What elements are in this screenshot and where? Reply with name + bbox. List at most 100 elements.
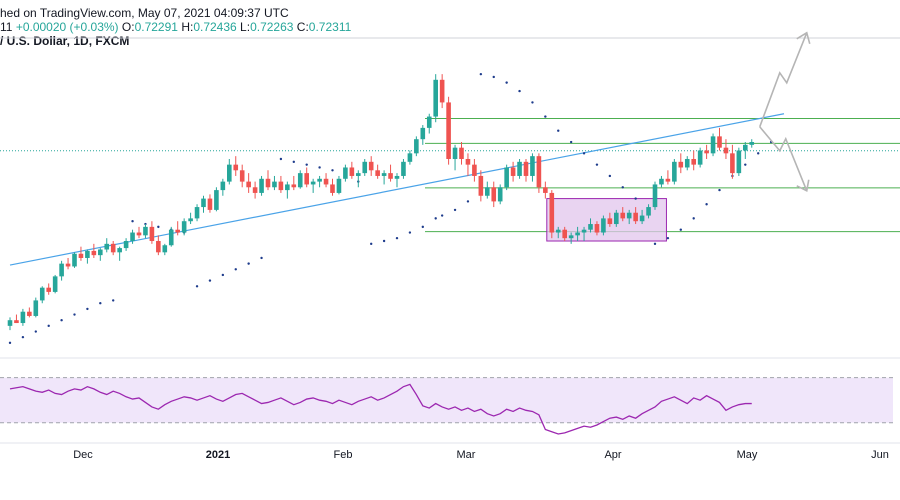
candle-body xyxy=(684,158,690,168)
candle-body xyxy=(620,212,626,219)
candle-body xyxy=(672,161,677,182)
candle-body xyxy=(633,212,638,222)
psar-dot xyxy=(434,217,437,220)
trendline[interactable] xyxy=(9,113,785,266)
candle-body xyxy=(130,232,135,242)
candle-body xyxy=(7,320,13,326)
candle-body xyxy=(117,248,122,253)
candle-body xyxy=(697,150,703,165)
rsi-band xyxy=(0,377,893,423)
change-prefix: 11 xyxy=(0,20,13,34)
change-value: +0.00020 (+0.03%) xyxy=(15,20,119,34)
psar-dot xyxy=(453,208,457,212)
candle-body xyxy=(543,187,548,193)
candle-body xyxy=(465,158,471,165)
candle-body xyxy=(439,79,445,103)
psar-dot xyxy=(60,319,63,322)
candle-body xyxy=(407,153,413,162)
psar-dot xyxy=(569,140,573,144)
candle-body xyxy=(46,287,51,292)
psar-dot xyxy=(331,169,334,172)
candle-body xyxy=(78,253,84,258)
x-axis-label: Dec xyxy=(73,449,93,461)
candle-body xyxy=(659,178,664,185)
candle-body xyxy=(110,243,116,253)
candle-body xyxy=(123,241,129,249)
candle-body xyxy=(265,178,271,188)
candle-body xyxy=(136,232,142,236)
candle-body xyxy=(291,184,297,188)
candle-body xyxy=(181,221,187,233)
psar-dot xyxy=(653,242,657,246)
psar-dot xyxy=(131,220,134,223)
close-value: 0.72311 xyxy=(308,20,352,34)
candle-body xyxy=(594,224,600,233)
candle-body xyxy=(220,181,226,191)
psar-dot xyxy=(73,313,76,316)
low-label: L: xyxy=(240,20,251,34)
psar-dot xyxy=(557,129,560,132)
psar-dot xyxy=(260,256,263,260)
psar-dot xyxy=(479,72,483,76)
candle-body xyxy=(259,178,264,193)
psar-dot xyxy=(157,225,160,229)
high-value: 0.72436 xyxy=(193,20,237,34)
psar-dot xyxy=(292,160,295,164)
candle-body xyxy=(497,187,503,202)
psar-dot xyxy=(531,101,534,104)
psar-dot xyxy=(221,273,225,277)
psar-dot xyxy=(247,262,250,265)
x-axis: Dec 2021 Feb Mar Apr May Jun xyxy=(0,442,900,461)
psar-dot xyxy=(99,302,102,305)
candle-body xyxy=(749,142,755,145)
candle-body xyxy=(336,178,342,193)
candle-body xyxy=(330,184,335,193)
candle-body xyxy=(433,79,438,117)
psar-dot xyxy=(608,174,612,178)
psar-dot xyxy=(208,279,212,282)
candle-body xyxy=(536,156,542,188)
candle-body xyxy=(362,161,368,174)
candle-body xyxy=(530,156,535,176)
rsi-line xyxy=(9,383,752,435)
psar-dot xyxy=(395,236,399,240)
candle-body xyxy=(310,181,316,185)
candle-body xyxy=(201,198,206,208)
candle-body xyxy=(730,153,735,174)
candle-body xyxy=(304,173,309,185)
candle-body xyxy=(523,161,529,176)
candle-body xyxy=(717,136,722,148)
candle-body xyxy=(710,136,716,154)
psar-dot xyxy=(21,335,25,339)
candle-body xyxy=(20,311,26,324)
candle-body xyxy=(665,178,671,182)
candle-body xyxy=(91,250,97,256)
psar-dot xyxy=(421,225,424,229)
candle-body xyxy=(297,173,303,188)
candle-body xyxy=(188,218,193,222)
candle-body xyxy=(85,250,90,258)
candle-body xyxy=(581,229,587,233)
candle-body xyxy=(743,144,748,151)
bullish-arrow-head xyxy=(796,31,811,44)
psar-dot xyxy=(234,268,237,271)
candle-body xyxy=(723,147,729,154)
psar-dot xyxy=(718,188,721,192)
rsi-pane xyxy=(0,377,893,435)
candle-body xyxy=(175,229,180,233)
open-value: 0.72291 xyxy=(134,20,178,34)
candle-body xyxy=(375,170,380,176)
candle-body xyxy=(278,181,284,191)
candle-body xyxy=(104,243,110,250)
projection-arrows[interactable] xyxy=(758,31,811,192)
candle-body xyxy=(491,187,497,202)
psar-dot xyxy=(370,242,373,246)
candle-body xyxy=(65,263,71,267)
candle-body xyxy=(272,181,277,188)
psar-dot xyxy=(305,163,308,166)
psar-dot xyxy=(112,299,115,302)
psar-dot xyxy=(744,163,747,166)
psar-dot xyxy=(86,307,89,311)
x-axis-label: May xyxy=(737,449,758,461)
